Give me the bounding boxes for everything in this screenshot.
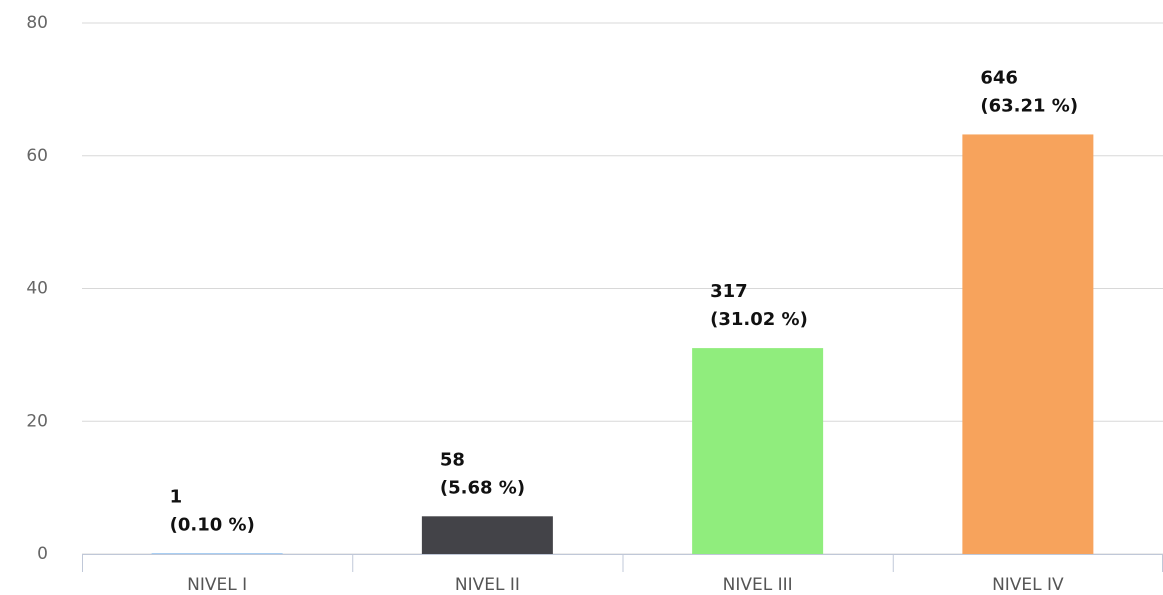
- data-label: (63.21 %): [980, 95, 1078, 116]
- y-tick-label: 0: [37, 544, 48, 564]
- y-tick-label: 80: [26, 13, 48, 33]
- x-tick-label: NIVEL I: [187, 575, 247, 595]
- x-tick-label: NIVEL IV: [992, 575, 1064, 595]
- bar: [421, 516, 553, 554]
- data-label-count: 1: [170, 486, 183, 507]
- y-tick-label: 40: [26, 279, 48, 299]
- bar: [962, 134, 1094, 555]
- bar: [151, 553, 283, 554]
- x-tick-label: NIVEL II: [455, 575, 520, 595]
- data-label-count: 58: [440, 449, 465, 470]
- data-label: (0.10 %): [170, 514, 255, 535]
- bar: [692, 348, 824, 554]
- data-label: (31.02 %): [710, 309, 808, 330]
- data-label-count: 317: [710, 281, 748, 302]
- y-tick-label: 60: [26, 146, 48, 166]
- y-tick-label: 20: [26, 411, 48, 431]
- data-label: (5.68 %): [440, 477, 525, 498]
- x-tick-label: NIVEL III: [723, 575, 793, 595]
- data-label-count: 646: [980, 67, 1018, 88]
